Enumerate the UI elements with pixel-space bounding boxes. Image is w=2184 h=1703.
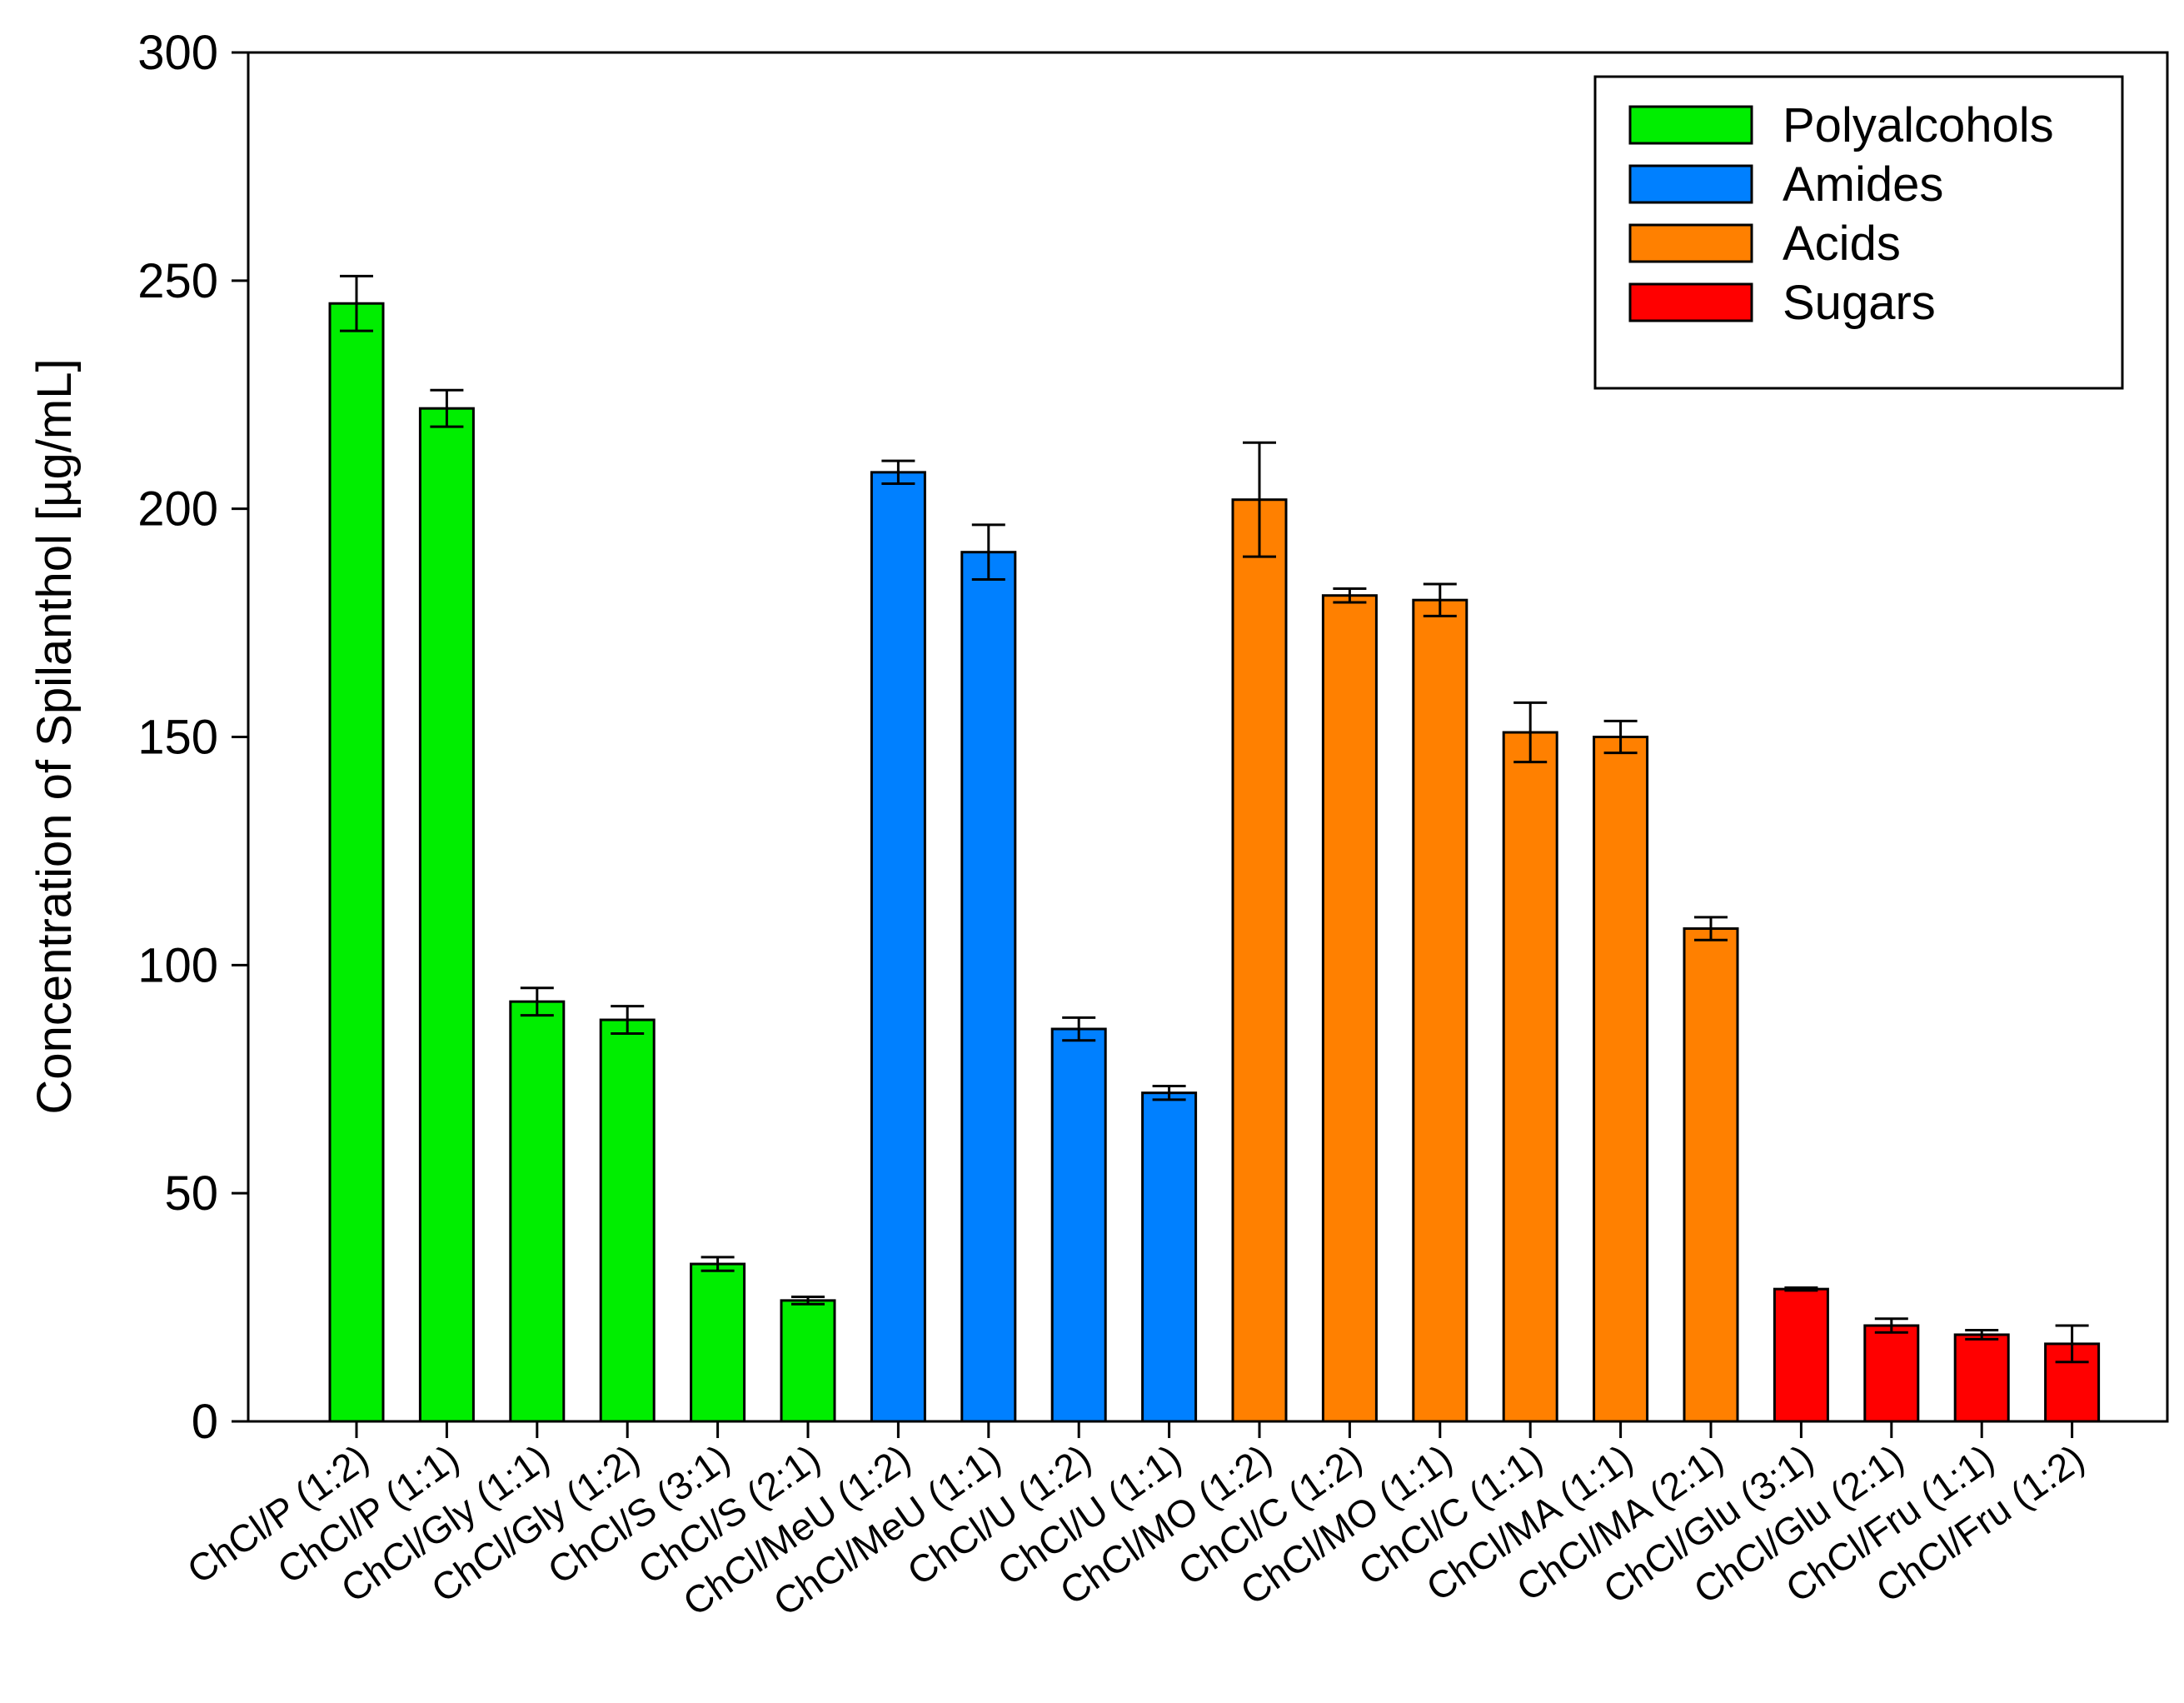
bar: [1141, 1091, 1198, 1423]
legend-swatch: [1628, 282, 1753, 322]
bar: [1412, 598, 1468, 1423]
bar: [328, 302, 385, 1423]
legend-label: Amides: [1783, 157, 1943, 212]
legend-swatch: [1628, 105, 1753, 145]
bar: [1773, 1287, 1829, 1423]
bar: [1502, 731, 1558, 1423]
y-tick-label: 200: [137, 482, 218, 537]
bar: [1953, 1333, 2010, 1423]
y-tick-label: 100: [137, 938, 218, 992]
legend-label: Polyalcohols: [1783, 98, 2054, 152]
y-tick-label: 50: [164, 1166, 218, 1221]
bar: [1683, 927, 1739, 1423]
bar: [780, 1299, 836, 1423]
y-tick-label: 0: [192, 1395, 218, 1449]
legend-swatch: [1628, 223, 1753, 263]
bar: [1050, 1027, 1107, 1423]
bar: [418, 407, 475, 1423]
y-tick-label: 300: [137, 26, 218, 80]
bar: [1231, 498, 1288, 1423]
bar: [690, 1262, 746, 1423]
plot-frame: [247, 51, 2169, 1423]
y-axis-ticks: 0 50 100 150 200 250 300: [137, 26, 248, 1449]
y-axis-title: Concentration of Spilanthol [µg/mL]: [27, 358, 82, 1114]
bar: [599, 1018, 656, 1423]
legend-label: Acids: [1783, 217, 1901, 271]
bar: [1863, 1324, 1920, 1423]
y-tick-label: 250: [137, 254, 218, 308]
bar: [509, 1000, 566, 1423]
bar: [1593, 736, 1649, 1423]
bar: [1321, 594, 1378, 1423]
y-tick-label: 150: [137, 711, 218, 765]
bar: [870, 471, 926, 1423]
legend-label: Sugars: [1783, 276, 1936, 330]
bar: [960, 551, 1017, 1423]
legend-swatch: [1628, 164, 1753, 204]
